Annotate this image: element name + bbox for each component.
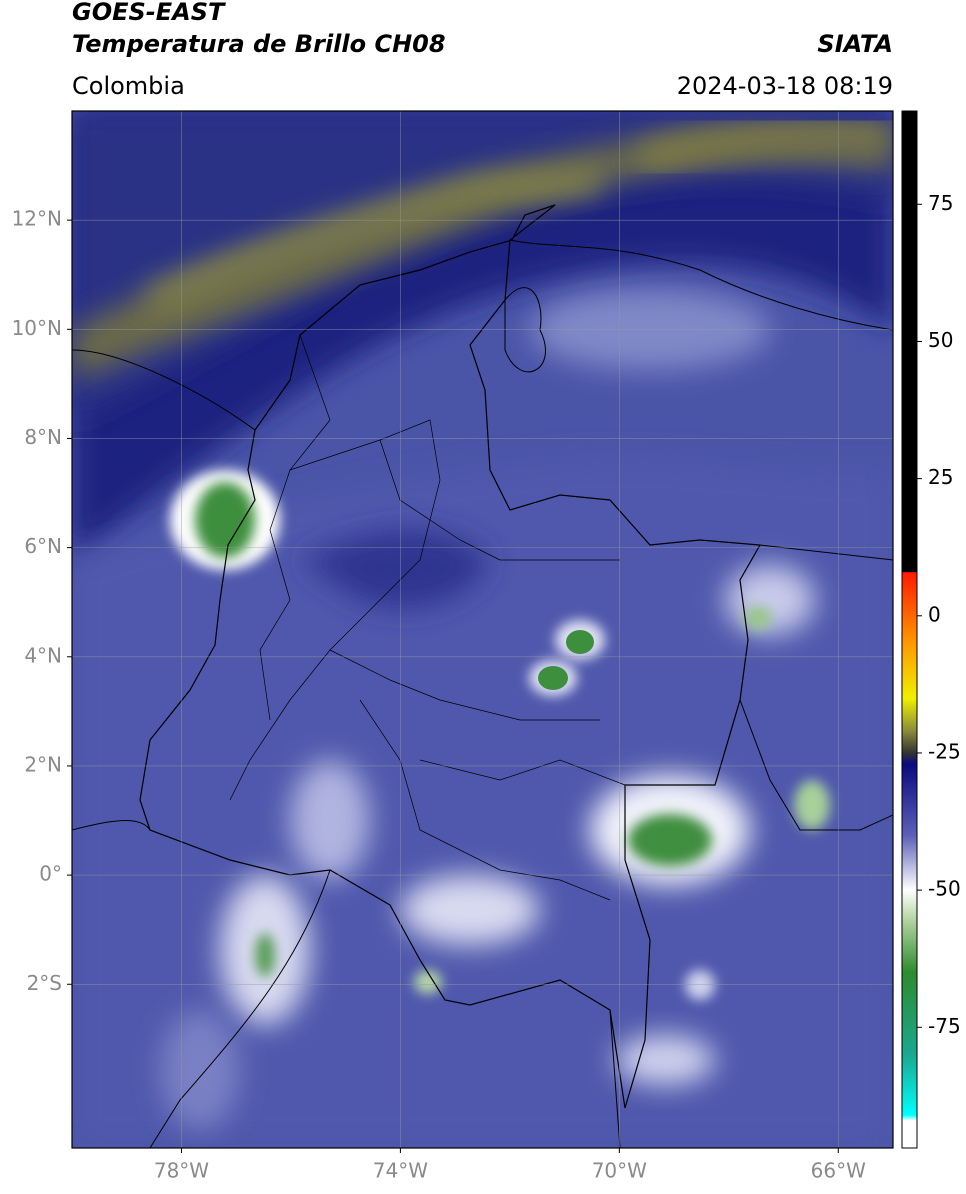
- colorbar: [902, 111, 917, 1148]
- cloud-top: [255, 933, 275, 977]
- colorbar-frame: [901, 110, 918, 1149]
- cloud-top: [628, 814, 712, 866]
- x-tick-label: 66°W: [811, 1159, 866, 1183]
- y-tick-label: 2°S: [27, 971, 62, 995]
- cloud: [414, 970, 442, 994]
- satellite-image: [72, 111, 893, 1148]
- x-tick-label: 70°W: [592, 1159, 647, 1183]
- colorbar-tick-label: 75: [928, 191, 953, 215]
- cloud: [725, 565, 815, 635]
- cloud: [530, 290, 770, 370]
- cloud: [290, 760, 370, 880]
- department-border: [229, 334, 626, 901]
- title-line: GOES-EAST: [72, 0, 226, 26]
- cloud: [685, 970, 715, 1000]
- map-frame: [71, 110, 894, 1149]
- warm-band: [635, 118, 893, 175]
- y-tick-label: 0°: [39, 862, 62, 886]
- source: SIATA: [817, 30, 893, 58]
- coastline: [504, 287, 546, 373]
- dark-region: [300, 530, 490, 608]
- cloud: [615, 1035, 715, 1085]
- region: Colombia: [72, 72, 185, 100]
- colorbar-tick-label: 0: [928, 602, 941, 626]
- country-border: [139, 204, 761, 1109]
- cloud-top: [566, 630, 594, 654]
- y-tick-label: 10°N: [12, 316, 62, 340]
- cloud-top: [195, 482, 255, 558]
- colorbar-tick-label: 50: [928, 328, 953, 352]
- y-tick-label: 8°N: [24, 425, 62, 449]
- colorbar-tick-label: -25: [928, 739, 961, 763]
- datetime: 2024-03-18 08:19: [677, 72, 893, 100]
- x-tick-label: 74°W: [373, 1159, 428, 1183]
- colorbar-tick-label: -50: [928, 877, 961, 901]
- cloud: [794, 780, 830, 830]
- y-tick-label: 2°N: [24, 752, 62, 776]
- x-tick-label: 78°W: [154, 1159, 209, 1183]
- title-line: Temperatura de Brillo CH08: [72, 30, 446, 58]
- colorbar-tick-label: -75: [928, 1014, 961, 1038]
- cloud-top: [744, 606, 772, 630]
- y-tick-label: 6°N: [24, 534, 62, 558]
- cloud-top: [538, 666, 568, 690]
- y-tick-label: 4°N: [24, 643, 62, 667]
- colorbar-tick-label: 25: [928, 465, 953, 489]
- country-border: [72, 239, 893, 1148]
- cloud: [400, 875, 540, 945]
- warm-band: [145, 169, 603, 311]
- grid: [72, 111, 893, 1148]
- dry-region: [72, 111, 893, 420]
- y-tick-label: 12°N: [12, 207, 62, 231]
